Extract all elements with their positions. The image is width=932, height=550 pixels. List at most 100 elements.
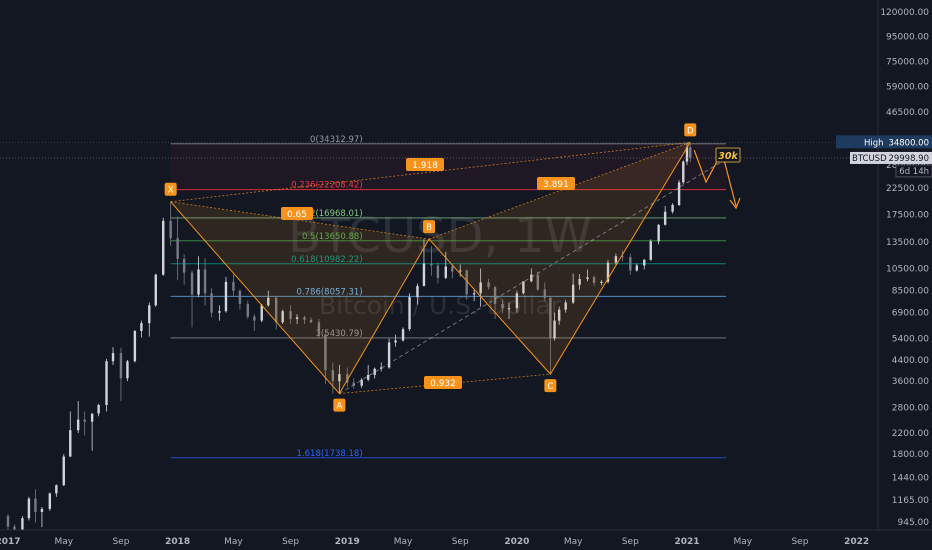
candle-body bbox=[6, 516, 10, 527]
candle-body bbox=[126, 361, 129, 379]
candle-body bbox=[451, 266, 454, 272]
candle-body bbox=[543, 289, 546, 298]
candle-body bbox=[459, 270, 462, 272]
pattern-point-label: X bbox=[168, 186, 174, 196]
time-tick-label: 2019 bbox=[335, 537, 360, 547]
candle-body bbox=[105, 361, 108, 406]
candle-body bbox=[592, 277, 596, 283]
candle-body bbox=[614, 256, 618, 263]
high-price-tag-label: High bbox=[864, 138, 884, 148]
candle-body bbox=[571, 284, 575, 303]
candle-body bbox=[224, 281, 228, 312]
candle-body bbox=[600, 281, 603, 283]
candle-body bbox=[606, 262, 610, 282]
pattern-point-label: B bbox=[426, 223, 432, 233]
candle-body bbox=[408, 297, 411, 330]
price-tick-label: 1800.00 bbox=[892, 450, 929, 460]
candle-body bbox=[373, 368, 376, 375]
price-axis-background bbox=[878, 0, 932, 550]
price-axis[interactable]: 120000.00 95000.00 75000.00 59000.00 46500.0… bbox=[836, 0, 932, 550]
candle-body bbox=[197, 269, 200, 295]
pattern-ratio-line bbox=[170, 141, 691, 203]
candlestick-series bbox=[6, 142, 692, 544]
candle-body bbox=[309, 319, 313, 323]
candle-body bbox=[140, 323, 143, 331]
symbol-watermark-group: BTCUSD, 1W Bitcoin / U.S. Dollar bbox=[288, 208, 592, 320]
countdown-tag-label: 6d 14h bbox=[899, 167, 929, 177]
time-tick-label: Sep bbox=[791, 537, 808, 547]
candle-body bbox=[530, 274, 533, 282]
pattern-bcd-fill bbox=[429, 142, 691, 375]
price-tick-label: 8500.00 bbox=[892, 287, 929, 297]
price-tick-label: 2200.00 bbox=[892, 429, 929, 439]
candle-body bbox=[55, 485, 58, 494]
price-tick-label: 1165.00 bbox=[892, 496, 929, 506]
fib-level-label: 1.618(1738.18) bbox=[297, 449, 363, 459]
fib-level-label: 0.382(16968.01) bbox=[291, 209, 363, 219]
candle-body bbox=[629, 257, 632, 271]
candle-body bbox=[401, 329, 405, 341]
candle-body bbox=[289, 311, 292, 319]
time-tick-label: May bbox=[394, 537, 413, 547]
candle-body bbox=[360, 379, 363, 386]
candle-body bbox=[62, 456, 65, 486]
ratio-badge-label: 0.65 bbox=[287, 210, 307, 220]
candle-body bbox=[232, 281, 235, 291]
name-watermark: Bitcoin / U.S. Dollar bbox=[319, 291, 562, 320]
time-axis[interactable]: 2017 May Sep 2018 May Sep 2019 May Sep 2020 May Sep… bbox=[0, 529, 932, 550]
price-tick-label: 13500.00 bbox=[886, 238, 929, 248]
candle-body bbox=[578, 279, 581, 285]
candle-body bbox=[649, 241, 652, 260]
ratio-badge bbox=[281, 207, 313, 220]
target-badge bbox=[715, 147, 741, 163]
candle-body bbox=[40, 508, 44, 512]
candle-body bbox=[436, 265, 440, 278]
candle-body bbox=[493, 287, 497, 304]
pattern-ratio-line bbox=[170, 201, 430, 240]
pattern-point-label: C bbox=[547, 382, 553, 392]
candle-body bbox=[190, 272, 194, 295]
candle-body bbox=[169, 220, 172, 239]
high-price-tag-value: 34800.00 bbox=[888, 138, 929, 148]
time-tick-label: May bbox=[733, 537, 752, 547]
candle-body bbox=[48, 493, 52, 509]
candle-body bbox=[685, 147, 689, 162]
pattern-ratio-line bbox=[428, 141, 691, 240]
candle-body bbox=[379, 367, 383, 369]
time-tick-label: May bbox=[54, 537, 73, 547]
target-label: 30k bbox=[718, 151, 738, 162]
pattern-point-marker bbox=[684, 123, 697, 137]
candle-body bbox=[133, 330, 137, 362]
price-tick-label: 59000.00 bbox=[886, 83, 929, 93]
last-price-tag-value: 29998.90 bbox=[888, 154, 929, 164]
price-tick-label: 4400.00 bbox=[892, 356, 929, 366]
pattern-point-marker bbox=[423, 220, 436, 234]
candle-body bbox=[295, 317, 299, 319]
candle-body bbox=[69, 430, 72, 457]
fibonacci-retracement[interactable]: 0(34312.97) 0.236(22208.42) 0.382(16968.01… bbox=[170, 135, 726, 459]
time-tick-label: Sep bbox=[282, 537, 299, 547]
pattern-point-marker bbox=[164, 182, 177, 196]
candle-body bbox=[203, 269, 207, 294]
time-tick-label: Sep bbox=[112, 537, 129, 547]
candle-body bbox=[148, 305, 151, 324]
candle-body bbox=[479, 282, 482, 294]
candle-body bbox=[218, 311, 221, 313]
candle-body bbox=[487, 282, 490, 288]
ratio-badge-label: 3.891 bbox=[543, 180, 569, 190]
price-tick-label: 2800.00 bbox=[892, 404, 929, 414]
ratio-badge bbox=[406, 158, 444, 171]
projection-arrowhead bbox=[729, 197, 741, 210]
candle-body bbox=[119, 353, 123, 379]
candle-body bbox=[394, 340, 397, 343]
candle-body bbox=[260, 305, 263, 321]
candle-body bbox=[90, 413, 94, 422]
candle-body bbox=[76, 419, 80, 431]
harmonic-pattern[interactable]: X A B C D 1.918 3.891 0.65 0.932 30k bbox=[0, 123, 878, 412]
candle-body bbox=[422, 263, 426, 286]
candle-body bbox=[522, 281, 525, 294]
candle-body bbox=[586, 277, 589, 280]
price-tick-label: 1440.00 bbox=[892, 474, 929, 484]
candle-body bbox=[338, 374, 341, 382]
